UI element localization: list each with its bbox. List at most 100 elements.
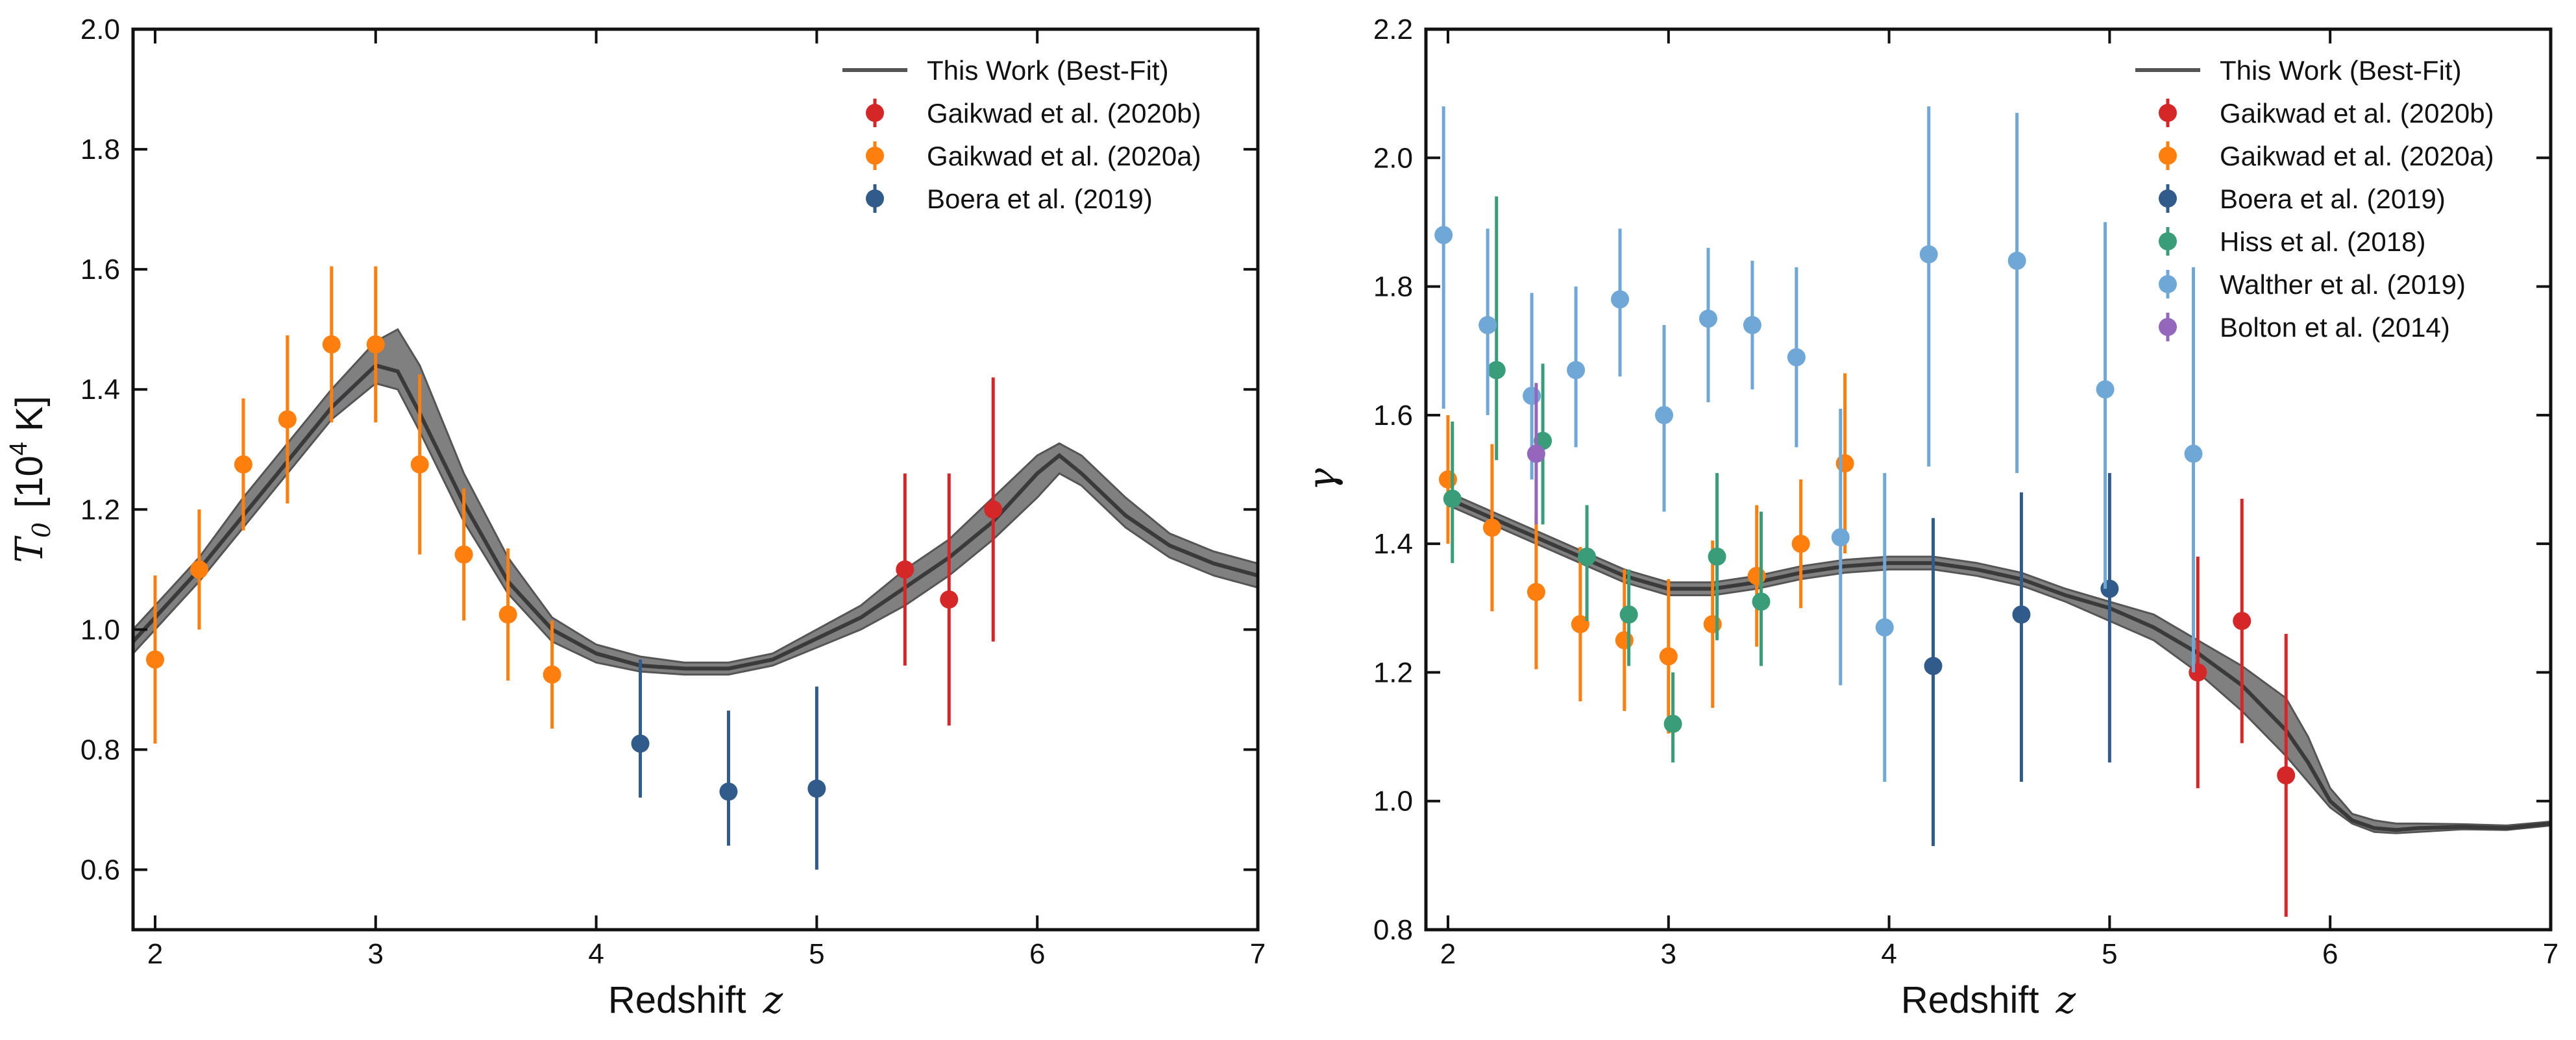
y-tick-label: 1.0	[1373, 786, 1413, 817]
x-tick-label: 6	[2322, 938, 2338, 970]
legend-label: Gaikwad et al. (2020b)	[2220, 98, 2494, 128]
y-tick-label: 1.0	[80, 614, 120, 646]
x-axis-label-text: Redshift	[608, 979, 746, 1021]
legend-label: Bolton et al. (2014)	[2220, 312, 2450, 343]
data-point	[1703, 615, 1722, 634]
legend-swatch-marker	[2159, 318, 2177, 336]
data-point	[454, 545, 473, 564]
data-point	[2184, 444, 2203, 463]
data-point	[1487, 361, 1506, 380]
legend-swatch-marker	[866, 189, 884, 208]
legend-swatch-marker	[2159, 189, 2177, 208]
data-point	[631, 734, 650, 753]
data-point	[1831, 528, 1850, 547]
data-point	[1752, 592, 1771, 611]
legend: This Work (Best-Fit) Gaikwad et al. (2020…	[2135, 55, 2494, 343]
y-tick-label: 1.6	[80, 254, 120, 285]
y-axis-label: γ	[1300, 468, 1344, 490]
data-point	[1443, 489, 1462, 508]
legend-label-best-fit: This Work (Best-Fit)	[927, 55, 1169, 86]
legend-label: Boera et al. (2019)	[2220, 184, 2446, 214]
series-1	[145, 266, 561, 744]
x-tick-label: 4	[1881, 938, 1896, 970]
y-axis-unit-exponent: 4	[5, 442, 32, 455]
data-point	[1523, 387, 1541, 405]
x-tick-label: 6	[1029, 938, 1045, 970]
data-point	[1787, 348, 1806, 367]
data-point	[719, 782, 738, 801]
data-point	[1875, 618, 1894, 637]
legend-swatch-marker	[2159, 104, 2177, 122]
y-tick-label: 0.8	[80, 734, 120, 766]
left-panel-t0: 2 3 4 5 6 7 0.6 0.8 1.0 1.2 1.4 1.6 1.8 2.0 Redshift z T…	[5, 14, 1266, 1022]
data-point	[1791, 535, 1810, 553]
y-tick-label: 1.2	[80, 494, 120, 526]
data-point	[2012, 605, 2031, 624]
legend-label: Hiss et al. (2018)	[2220, 226, 2425, 257]
y-tick-label: 1.8	[80, 134, 120, 165]
data-point	[410, 455, 429, 474]
right-panel-gamma: 2 3 4 5 6 7 0.8 1.0 1.2 1.4 1.6 1.8 2.0 2.2 Redshift z γ…	[1300, 14, 2558, 1022]
data-point	[2233, 612, 2251, 631]
data-point	[1659, 647, 1678, 666]
x-axis-label: Redshift z	[1901, 978, 2076, 1022]
data-point	[1482, 518, 1501, 537]
legend: This Work (Best-Fit) Gaikwad et al. (2020…	[842, 55, 1201, 214]
data-point	[1571, 615, 1589, 634]
best-fit-line	[131, 363, 1258, 671]
data-point	[2277, 766, 2296, 785]
legend-swatch-marker	[866, 147, 884, 165]
y-tick-label: 0.6	[80, 854, 120, 886]
y-axis-subscript: 0	[27, 522, 56, 538]
series-2	[631, 659, 826, 870]
data-point	[2100, 579, 2119, 598]
data-point	[1747, 566, 1766, 585]
x-tick-label: 3	[368, 938, 384, 970]
legend-label: Boera et al. (2019)	[927, 184, 1153, 214]
plot-frame	[131, 27, 1260, 932]
data-point	[896, 560, 914, 579]
data-point	[1438, 470, 1457, 489]
data-point	[1708, 547, 1726, 566]
data-point	[1743, 316, 1761, 335]
y-axis-unit-suffix: K]	[8, 396, 51, 442]
legend-label: Walther et al. (2019)	[2220, 269, 2466, 300]
data-point	[145, 650, 164, 669]
data-point	[1619, 605, 1638, 624]
best-fit-band	[1447, 490, 2552, 834]
plot-frame	[1424, 27, 2553, 932]
data-point	[1654, 405, 1673, 424]
y-axis-symbol: γ	[1300, 468, 1344, 490]
x-tick-label: 5	[809, 938, 824, 970]
y-axis-label: T0 [104 K]	[5, 396, 56, 563]
data-point	[190, 560, 208, 579]
data-point	[807, 779, 826, 798]
x-axis-label-text: Redshift	[1901, 979, 2039, 1021]
data-point	[1919, 245, 1938, 263]
series-1	[1438, 373, 1854, 734]
x-tick-label: 7	[2543, 938, 2558, 970]
x-tick-label: 2	[147, 938, 163, 970]
x-tick-label: 5	[2102, 938, 2117, 970]
series-4	[1434, 106, 2203, 782]
series-2	[1924, 473, 2119, 847]
series-3	[1443, 196, 1771, 763]
series-0	[2189, 498, 2296, 917]
data-point	[1527, 444, 1545, 463]
data-point	[2189, 663, 2207, 682]
data-point	[1578, 547, 1597, 566]
legend-swatch-marker	[2159, 275, 2177, 293]
y-axis-symbol: T	[7, 535, 51, 563]
data-point	[1699, 309, 1717, 328]
x-axis-label: Redshift z	[608, 978, 783, 1022]
best-fit-band	[132, 328, 1259, 676]
data-point	[1527, 583, 1545, 601]
y-tick-label: 2.0	[80, 14, 120, 45]
x-tick-label: 2	[1440, 938, 1456, 970]
y-tick-label: 0.8	[1373, 914, 1413, 946]
legend-swatch-marker	[2159, 147, 2177, 165]
legend-label: Gaikwad et al. (2020a)	[927, 141, 1201, 171]
data-point	[498, 605, 517, 624]
x-axis-symbol: z	[2055, 978, 2076, 1022]
data-point	[278, 410, 297, 429]
